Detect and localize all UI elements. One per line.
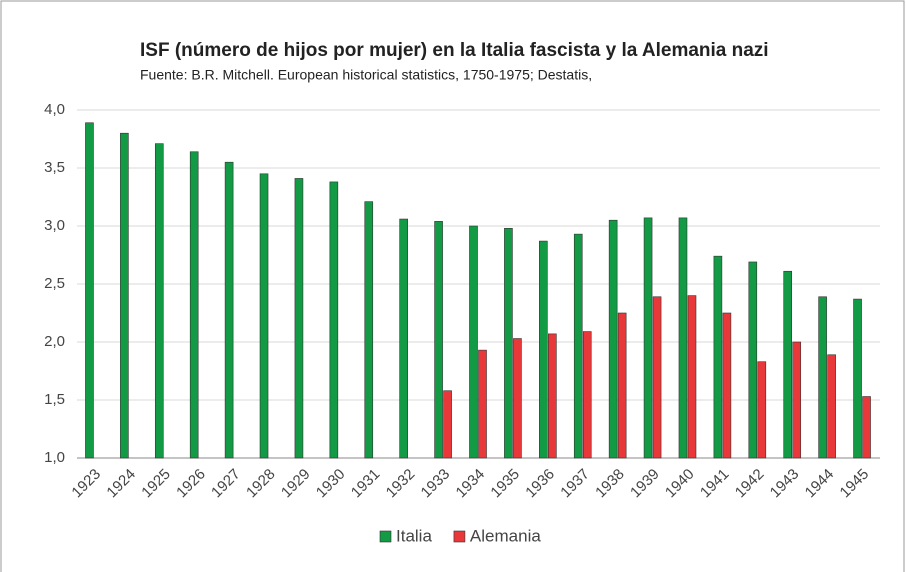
x-tick-label: 1944 [802, 466, 838, 502]
bar [617, 312, 627, 459]
legend-swatch [453, 530, 466, 543]
bar [548, 333, 557, 459]
legend-label: Alemania [470, 526, 541, 545]
x-tick-label: 1940 [662, 466, 698, 502]
x-tick-label: 1936 [522, 466, 558, 502]
x-tick-label: 1923 [68, 466, 104, 502]
x-tick-label: 1937 [557, 466, 593, 502]
bar [85, 122, 94, 459]
bar [573, 233, 583, 459]
bar [722, 312, 732, 459]
x-tick-label: 1930 [313, 466, 349, 502]
y-tick-label: 3,5 [44, 159, 65, 176]
x-tick-label: 1934 [453, 466, 489, 502]
x-tick-label: 1945 [837, 466, 873, 502]
bar [853, 298, 862, 459]
bar [608, 219, 618, 459]
y-tick-label: 2,5 [44, 275, 65, 292]
bar [713, 255, 723, 459]
bar [294, 178, 304, 459]
y-tick-label: 3,0 [44, 217, 65, 234]
bar [189, 151, 199, 459]
bar [364, 201, 374, 459]
bar [259, 173, 269, 459]
x-tick-label: 1927 [208, 466, 244, 502]
legend-label: Italia [396, 526, 432, 545]
y-tick-label: 1,5 [44, 391, 65, 408]
bar [748, 261, 758, 459]
x-tick-label: 1928 [243, 466, 279, 502]
x-tick-label: 1931 [348, 466, 384, 502]
x-tick-label: 1938 [592, 466, 628, 502]
x-tick-label: 1941 [697, 466, 733, 502]
bar [862, 396, 871, 459]
chart-title: ISF (número de hijos por mujer) en la It… [140, 40, 769, 61]
bar [792, 341, 802, 459]
bar [582, 331, 592, 459]
bar [818, 296, 827, 459]
chart-subtitle: Fuente: B.R. Mitchell. European historic… [140, 67, 592, 83]
bar [478, 349, 487, 459]
x-tick-label: 1926 [173, 466, 209, 502]
bar [783, 270, 793, 459]
y-tick-label: 2,0 [44, 333, 65, 350]
bar [513, 338, 522, 459]
bar [434, 221, 443, 459]
bar [443, 390, 452, 459]
x-tick-label: 1925 [138, 466, 174, 502]
x-tick-label: 1942 [732, 466, 768, 502]
bar [652, 296, 662, 459]
bar [687, 295, 697, 459]
x-tick-label: 1943 [767, 466, 803, 502]
bar [757, 361, 767, 459]
x-tick-label: 1935 [487, 466, 523, 502]
bar [539, 240, 548, 459]
y-tick-label: 1,0 [44, 449, 65, 466]
x-tick-label: 1929 [278, 466, 314, 502]
legend-swatch [379, 530, 392, 543]
x-tick-label: 1924 [103, 466, 139, 502]
bar [154, 143, 164, 459]
x-tick-label: 1939 [627, 466, 663, 502]
bar [399, 218, 408, 459]
bar [504, 228, 513, 459]
bar [224, 161, 234, 459]
bar [469, 225, 478, 459]
bar [643, 217, 653, 459]
x-tick-label: 1932 [383, 466, 419, 502]
bar [120, 132, 129, 459]
bar [678, 217, 688, 459]
bar [827, 354, 836, 459]
y-tick-label: 4,0 [44, 101, 65, 118]
x-tick-label: 1933 [418, 466, 454, 502]
bar [329, 181, 339, 459]
